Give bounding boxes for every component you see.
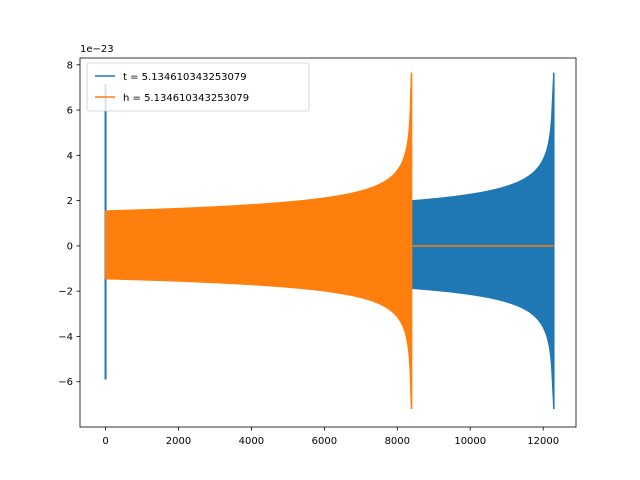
y-tick-label: 8: [67, 60, 73, 71]
y-tick-label: 4: [67, 151, 73, 162]
y-tick-label: −6: [58, 377, 73, 388]
x-tick-label: 8000: [385, 436, 410, 447]
x-tick-label: 10000: [454, 436, 486, 447]
y-tick-label: −2: [58, 287, 73, 298]
legend-box: [86, 62, 310, 112]
x-tick-label: 6000: [312, 436, 337, 447]
x-axis: 0 2000 4000 6000 8000 10000 12000: [102, 427, 559, 447]
x-tick-label: 0: [102, 436, 108, 447]
legend: t = 5.134610343253079 h = 5.1346103432530…: [86, 62, 310, 112]
plot-frame: [79, 57, 577, 428]
y-offset-text: 1e−23: [80, 44, 114, 55]
series-2-band: [105, 72, 413, 409]
x-tick-label: 2000: [166, 436, 191, 447]
y-tick-label: −4: [58, 332, 73, 343]
y-tick-label: 0: [67, 241, 73, 252]
y-tick-label: 6: [67, 106, 73, 117]
x-tick-label: 12000: [527, 436, 559, 447]
x-tick-label: 4000: [239, 436, 264, 447]
y-axis: −6 −4 −2 0 2 4 6 8: [58, 60, 80, 388]
series-layer: [104, 72, 555, 409]
legend-label-1: t = 5.134610343253079: [123, 72, 247, 83]
series-2: [105, 72, 554, 409]
legend-label-2: h = 5.134610343253079: [123, 93, 249, 104]
y-tick-label: 2: [67, 196, 73, 207]
